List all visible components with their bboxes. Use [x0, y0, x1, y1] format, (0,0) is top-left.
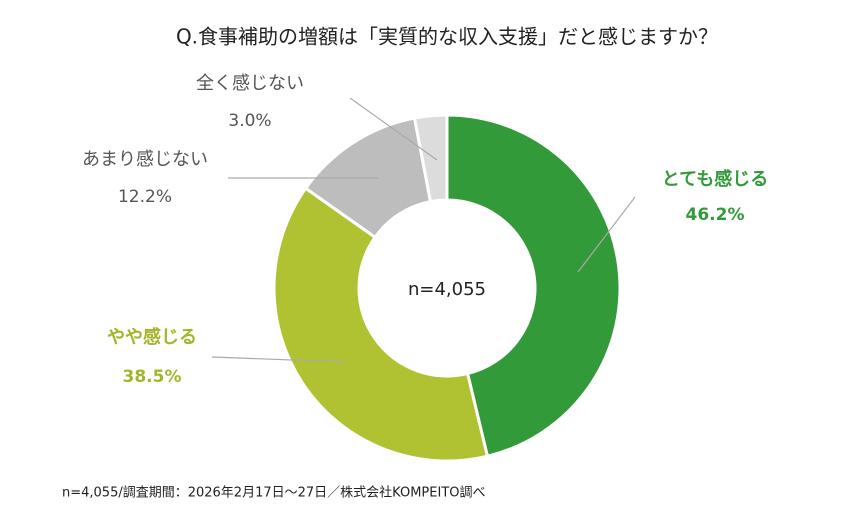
- value-label: 38.5%: [123, 367, 182, 387]
- leader-line: [577, 196, 636, 273]
- donut-slice: [412, 113, 449, 204]
- slice-label: 全く感じない: [196, 73, 304, 94]
- donut-slice: [272, 186, 490, 463]
- leader-lines: [211, 97, 636, 363]
- leader-line: [211, 356, 346, 363]
- value-label: 12.2%: [118, 187, 172, 207]
- leader-line: [349, 97, 438, 161]
- donut-slice: [445, 113, 622, 459]
- value-label: 3.0%: [228, 111, 271, 131]
- center-label: n=4,055: [408, 279, 486, 300]
- chart-title: Q.食事補助の増額は「実質的な収入支援」だと感じますか？: [176, 25, 718, 49]
- slice-label: とても感じる: [662, 168, 769, 190]
- footnote: n=4,055/調査期間：2026年2月17日〜27日／株式会社KOMPEITO…: [62, 485, 486, 501]
- value-label: 46.2%: [686, 205, 745, 225]
- slice-label: あまり感じない: [82, 149, 208, 170]
- slice-label: やや感じる: [107, 326, 197, 348]
